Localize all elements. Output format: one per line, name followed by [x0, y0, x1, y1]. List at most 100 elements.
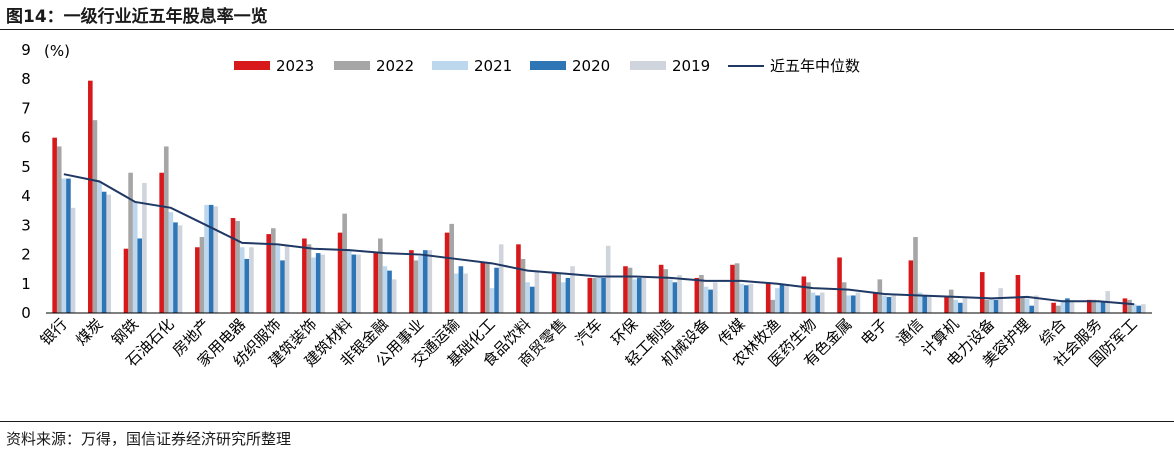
bar-2022-国防军工	[1127, 299, 1132, 313]
bar-2023-美容护理	[1015, 275, 1021, 313]
bar-2021-国防军工	[1131, 304, 1137, 313]
bar-2022-有色金属	[841, 282, 847, 313]
bar-2023-非银金融	[373, 251, 379, 313]
bar-2021-建筑装饰	[311, 257, 316, 313]
bar-2022-非银金融	[378, 238, 383, 313]
bar-2019-通信	[927, 296, 932, 313]
bar-2022-石油石化	[163, 146, 169, 313]
bar-2019-电子	[891, 295, 896, 313]
bar-2022-建筑装饰	[306, 244, 312, 313]
bar-2020-有色金属	[851, 295, 856, 313]
bar-2023-轻工制造	[658, 264, 664, 313]
bar-2021-环保	[632, 279, 637, 313]
bar-2023-农林牧渔	[765, 282, 771, 313]
bar-2021-医药生物	[810, 292, 816, 313]
series-2019	[70, 182, 1146, 313]
bar-2019-综合	[1069, 301, 1075, 313]
bar-2020-农林牧渔	[779, 283, 785, 313]
bar-2022-社会服务	[1091, 299, 1097, 313]
bar-2020-钢铁	[137, 238, 143, 313]
bar-2019-有色金属	[855, 292, 861, 313]
bar-2020-美容护理	[1029, 305, 1035, 313]
y-tick-label: 4	[21, 187, 31, 205]
bar-2022-商贸零售	[556, 273, 562, 313]
bar-2019-传媒	[748, 283, 754, 313]
bar-2020-房地产	[208, 204, 214, 313]
bar-2020-纺织服饰	[280, 260, 285, 313]
bar-2021-钢铁	[132, 201, 138, 313]
bar-2023-建筑材料	[337, 232, 343, 313]
title-divider	[0, 29, 1174, 30]
legend-swatch-2021	[432, 61, 468, 70]
legend-swatch-2022	[334, 61, 370, 70]
bar-2022-机械设备	[699, 275, 704, 313]
bar-2023-有色金属	[837, 257, 842, 313]
bar-2020-综合	[1065, 298, 1070, 313]
bar-2022-基础化工	[485, 263, 490, 313]
legend-swatch-2019	[630, 61, 666, 70]
bar-2020-基础化工	[494, 267, 499, 313]
chart-legend: 2023 2022 2021 2020 2019 近五年中位数	[234, 57, 860, 75]
bar-2022-交通运输	[449, 223, 454, 313]
bar-2019-家用电器	[249, 247, 254, 313]
source-divider	[0, 421, 1174, 422]
bar-2021-商贸零售	[561, 282, 566, 313]
bar-2021-汽车	[596, 276, 602, 313]
legend-label: 2019	[672, 57, 710, 75]
bar-2023-计算机	[944, 296, 949, 313]
bar-2019-基础化工	[498, 244, 504, 313]
bar-2019-建筑材料	[356, 254, 361, 313]
bar-2021-通信	[917, 292, 923, 313]
bar-2022-通信	[913, 237, 918, 313]
bar-2021-有色金属	[846, 295, 852, 313]
bar-2019-石油石化	[177, 225, 183, 313]
legend-swatch-2020	[530, 61, 566, 70]
bar-2021-非银金融	[382, 266, 388, 313]
y-tick-label: 5	[21, 158, 31, 176]
category-label: 银行	[37, 315, 71, 349]
y-tick-label: 6	[21, 129, 31, 147]
bar-2019-食品饮料	[534, 272, 540, 313]
x-axis-category-labels: 银行 煤炭 钢铁石油石化房地产家用电器纺织服饰建筑装饰建筑材料非银金融公用事业交通运…	[37, 315, 1141, 370]
bar-2019-商贸零售	[570, 266, 575, 313]
bar-2019-纺织服饰	[284, 245, 290, 313]
bar-2019-银行	[70, 207, 76, 313]
bar-2021-农林牧渔	[775, 288, 780, 313]
category-label: 汽车	[572, 315, 606, 349]
bar-2023-社会服务	[1086, 299, 1092, 313]
bar-2022-环保	[627, 267, 633, 313]
bar-2021-电力设备	[989, 298, 994, 313]
bar-2019-房地产	[213, 206, 219, 313]
bar-2023-机械设备	[694, 277, 700, 313]
bar-2019-计算机	[962, 298, 968, 313]
bar-2021-计算机	[953, 299, 959, 313]
bar-2023-纺织服饰	[266, 234, 271, 313]
bar-2021-银行	[61, 178, 67, 313]
bar-2020-家用电器	[244, 258, 250, 313]
bar-2020-通信	[922, 295, 927, 313]
bar-2022-电力设备	[984, 299, 990, 313]
y-tick-label: 0	[21, 304, 31, 322]
series-2020	[66, 178, 1142, 313]
bar-2023-石油石化	[159, 172, 164, 313]
bar-2020-非银金融	[387, 270, 392, 313]
bar-2019-非银金融	[391, 279, 397, 313]
bar-2023-通信	[908, 260, 914, 313]
bar-2021-综合	[1060, 299, 1066, 313]
y-axis-unit-label: (%)	[44, 42, 70, 60]
bar-2023-传媒	[730, 264, 735, 313]
bar-2022-建筑材料	[342, 213, 347, 313]
bar-2023-电子	[872, 292, 878, 313]
bar-2020-建筑材料	[351, 254, 357, 313]
bar-2020-汽车	[601, 277, 606, 313]
bar-2019-钢铁	[142, 182, 147, 313]
bar-2022-纺织服饰	[271, 228, 276, 313]
bar-2020-环保	[636, 277, 642, 313]
bar-2022-计算机	[948, 289, 954, 313]
bar-2023-家用电器	[230, 218, 236, 313]
bar-2020-轻工制造	[672, 282, 678, 313]
bar-2023-交通运输	[444, 232, 450, 313]
bar-2023-电力设备	[979, 272, 985, 313]
bar-2020-商贸零售	[565, 277, 571, 313]
bar-2021-食品饮料	[525, 282, 530, 313]
